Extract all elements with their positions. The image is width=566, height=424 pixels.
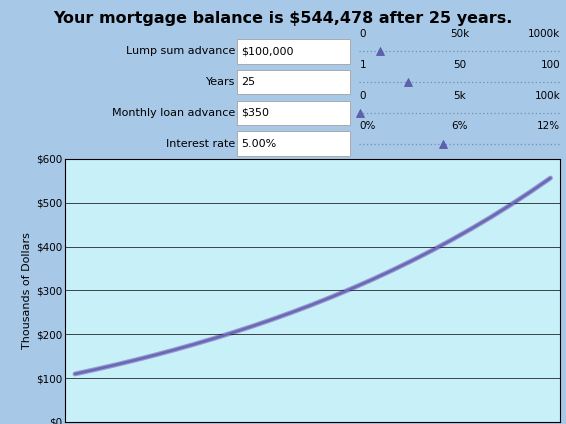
Text: Your mortgage balance is $544,478 after 25 years.: Your mortgage balance is $544,478 after … <box>53 11 513 25</box>
Text: $100,000: $100,000 <box>241 46 294 56</box>
Text: 1: 1 <box>359 60 366 70</box>
Text: 0: 0 <box>359 29 366 39</box>
Text: 12%: 12% <box>537 121 560 131</box>
Text: Lump sum advance: Lump sum advance <box>126 46 235 56</box>
Text: 50k: 50k <box>450 29 470 39</box>
FancyBboxPatch shape <box>237 131 350 156</box>
Text: 50: 50 <box>453 60 466 70</box>
Text: 0%: 0% <box>359 121 376 131</box>
FancyBboxPatch shape <box>237 39 350 64</box>
FancyBboxPatch shape <box>237 70 350 95</box>
Text: Interest rate: Interest rate <box>166 139 235 149</box>
Text: Monthly loan advance: Monthly loan advance <box>112 108 235 118</box>
Text: 5k: 5k <box>453 91 466 100</box>
Text: Years: Years <box>205 77 235 87</box>
Y-axis label: Thousands of Dollars: Thousands of Dollars <box>22 232 32 349</box>
Text: 5.00%: 5.00% <box>241 139 276 149</box>
Text: 6%: 6% <box>452 121 468 131</box>
Text: 100k: 100k <box>535 91 560 100</box>
Text: $350: $350 <box>241 108 269 118</box>
Text: 1000k: 1000k <box>528 29 560 39</box>
Text: 0: 0 <box>359 91 366 100</box>
Text: 100: 100 <box>541 60 560 70</box>
FancyBboxPatch shape <box>237 100 350 125</box>
Text: 25: 25 <box>241 77 255 87</box>
